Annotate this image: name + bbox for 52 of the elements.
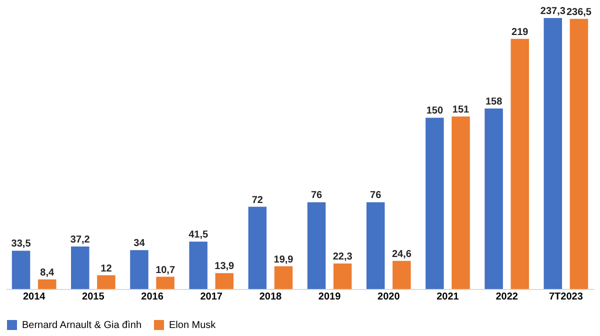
bar bbox=[452, 116, 470, 289]
data-label: 158 bbox=[485, 96, 503, 108]
x-tick-label: 2018 bbox=[259, 292, 282, 302]
bar bbox=[544, 18, 562, 289]
data-label: 237,3 bbox=[540, 6, 566, 17]
bar bbox=[71, 246, 90, 289]
data-label: 10,7 bbox=[156, 264, 176, 276]
data-label: 41,5 bbox=[188, 230, 208, 241]
bar bbox=[215, 273, 234, 289]
bar bbox=[570, 18, 588, 289]
bar bbox=[97, 275, 116, 289]
legend-label: Elon Musk bbox=[169, 320, 217, 331]
data-label: 151 bbox=[452, 104, 470, 116]
bar bbox=[510, 38, 529, 289]
data-label: 24,6 bbox=[392, 248, 412, 260]
data-label: 236,5 bbox=[566, 6, 592, 18]
bar bbox=[38, 279, 56, 289]
data-label: 37,2 bbox=[70, 234, 90, 246]
x-tick-label: 2019 bbox=[318, 292, 342, 302]
x-tick-label: 7T2023 bbox=[548, 292, 584, 302]
bar bbox=[189, 242, 208, 289]
bar bbox=[12, 250, 30, 289]
data-label: 8,4 bbox=[40, 267, 54, 278]
x-tick-label: 2016 bbox=[141, 292, 164, 302]
data-label: 219 bbox=[512, 26, 529, 38]
bar bbox=[248, 206, 267, 289]
data-label: 33,5 bbox=[11, 238, 32, 250]
data-label: 22,3 bbox=[332, 252, 353, 263]
bar bbox=[333, 264, 352, 289]
bar bbox=[484, 108, 503, 289]
legend-label: Bernard Arnault & Gia đình bbox=[22, 320, 142, 331]
x-tick-label: 2022 bbox=[496, 292, 518, 302]
bar bbox=[366, 202, 385, 289]
bar bbox=[130, 250, 148, 289]
bar bbox=[392, 260, 411, 289]
data-label: 76 bbox=[310, 190, 323, 202]
x-tick-label: 2015 bbox=[82, 292, 105, 302]
data-label: 34 bbox=[134, 238, 146, 250]
x-tick-label: 2014 bbox=[22, 292, 46, 302]
data-label: 76 bbox=[370, 190, 382, 202]
bar bbox=[426, 118, 444, 289]
x-tick-label: 2021 bbox=[436, 292, 460, 302]
data-label: 150 bbox=[426, 106, 444, 117]
x-tick-label: 2020 bbox=[378, 292, 400, 302]
bar bbox=[307, 202, 326, 289]
x-tick-label: 2017 bbox=[200, 292, 223, 302]
bar bbox=[274, 266, 293, 289]
data-label: 12 bbox=[100, 263, 112, 274]
data-label: 13,9 bbox=[214, 261, 235, 272]
data-label: 72 bbox=[252, 194, 264, 206]
bar bbox=[156, 276, 174, 289]
data-label: 19,9 bbox=[274, 254, 294, 266]
